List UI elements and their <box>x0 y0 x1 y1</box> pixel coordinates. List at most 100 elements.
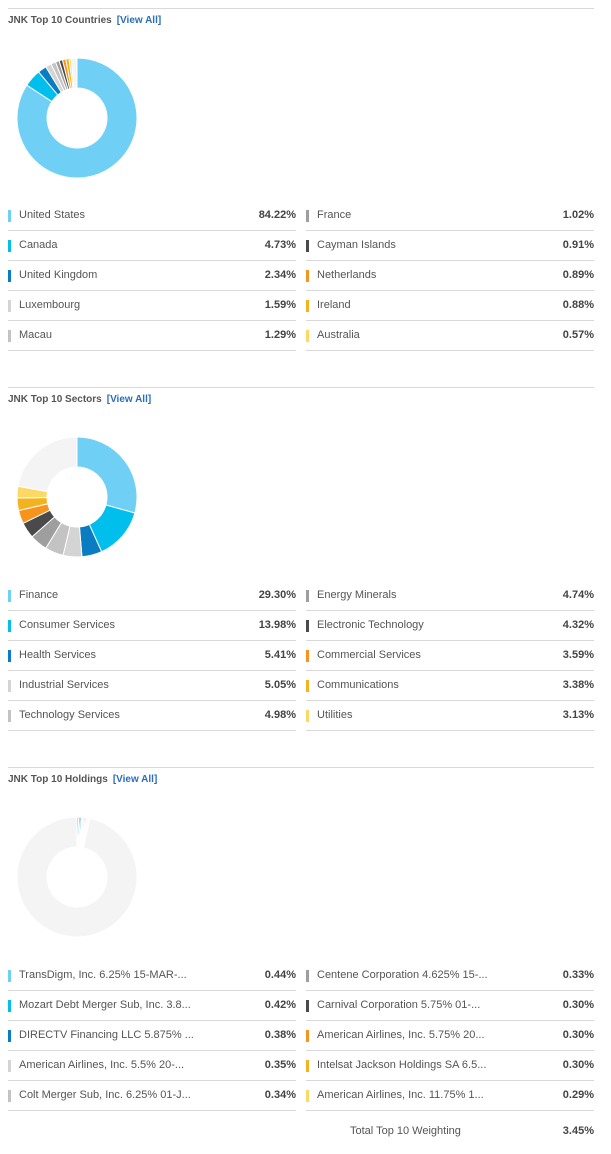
sectors-legend-row: Consumer Services 13.98% <box>8 611 296 641</box>
sectors-view-all-link[interactable]: [View All] <box>106 394 152 405</box>
countries-title: JNK Top 10 Countries <box>8 15 112 26</box>
countries-legend-label: Australia <box>317 329 360 341</box>
sectors-legend-value: 4.74% <box>562 589 594 601</box>
countries-section: JNK Top 10 Countries [View All] United St… <box>8 8 594 369</box>
countries-slice-united-states <box>16 57 138 179</box>
sectors-donut-chart <box>16 436 138 558</box>
holdings-legend-value: 0.38% <box>264 1029 296 1041</box>
countries-legend-value: 0.89% <box>562 269 594 281</box>
countries-legend-value: 1.02% <box>562 209 594 221</box>
sectors-legend-row: Health Services 5.41% <box>8 641 296 671</box>
countries-legend-row: Australia 0.57% <box>306 321 594 351</box>
sectors-legend-value: 3.59% <box>562 649 594 661</box>
sectors-legend-swatch <box>8 710 11 722</box>
sectors-legend-left: Finance 29.30% Consumer Services 13.98% Heal… <box>8 581 296 731</box>
countries-legend-swatch <box>306 270 309 282</box>
countries-legend-value: 2.34% <box>264 269 296 281</box>
countries-legend-label: Canada <box>19 239 58 251</box>
sectors-legend-label: Energy Minerals <box>317 589 397 601</box>
holdings-slice-remainder <box>16 816 138 938</box>
countries-legend-row: United Kingdom 2.34% <box>8 261 296 291</box>
countries-legend-label: Netherlands <box>317 269 377 281</box>
holdings-section: JNK Top 10 Holdings [View All] TransDigm,… <box>8 767 594 1154</box>
sectors-legend-row: Technology Services 4.98% <box>8 701 296 731</box>
sectors-legend-row: Utilities 3.13% <box>306 701 594 731</box>
countries-legend-row: France 1.02% <box>306 201 594 231</box>
countries-legend-label: Cayman Islands <box>317 239 396 251</box>
holdings-legend-label: Intelsat Jackson Holdings SA 6.5... <box>317 1059 487 1071</box>
countries-legend-value: 4.73% <box>264 239 296 251</box>
sectors-legend-swatch <box>306 680 309 692</box>
holdings-header: JNK Top 10 Holdings [View All] <box>8 774 157 785</box>
sectors-legend-right: Energy Minerals 4.74% Electronic Technolog… <box>306 581 594 731</box>
sectors-legend-swatch <box>8 620 11 632</box>
sectors-legend-value: 4.98% <box>264 709 296 721</box>
countries-legend-row: Macau 1.29% <box>8 321 296 351</box>
holdings-donut-chart <box>16 816 138 938</box>
sectors-legend-swatch <box>8 650 11 662</box>
countries-legend-swatch <box>8 270 11 282</box>
holdings-legend-label: American Airlines, Inc. 5.5% 20-... <box>19 1059 185 1071</box>
holdings-legend-value: 0.29% <box>562 1089 594 1101</box>
holdings-legend-value: 0.44% <box>264 969 296 981</box>
holdings-legend-value: 0.30% <box>562 1059 594 1071</box>
holdings-legend-row: Colt Merger Sub, Inc. 6.25% 01-J... 0.34% <box>8 1081 296 1111</box>
sectors-legend-label: Finance <box>19 589 59 601</box>
sectors-slice-remainder <box>17 436 78 493</box>
countries-legend-label: Ireland <box>317 299 351 311</box>
holdings-legend-label: Mozart Debt Merger Sub, Inc. 3.8... <box>19 999 191 1011</box>
countries-legend-swatch <box>306 330 309 342</box>
holdings-legend-label: Carnival Corporation 5.75% 01-... <box>317 999 481 1011</box>
holdings-legend-row: Centene Corporation 4.625% 15-... 0.33% <box>306 961 594 991</box>
sectors-legend-swatch <box>306 620 309 632</box>
countries-legend-value: 0.57% <box>562 329 594 341</box>
countries-legend-row: Netherlands 0.89% <box>306 261 594 291</box>
holdings-legend-label: American Airlines, Inc. 5.75% 20... <box>317 1029 485 1041</box>
holdings-legend-label: DIRECTV Financing LLC 5.875% ... <box>19 1029 194 1041</box>
holdings-legend-label: Colt Merger Sub, Inc. 6.25% 01-J... <box>19 1089 191 1101</box>
sectors-legend-row: Finance 29.30% <box>8 581 296 611</box>
holdings-legend-swatch <box>8 1000 11 1012</box>
countries-legend-label: Macau <box>19 329 53 341</box>
countries-legend-row: Cayman Islands 0.91% <box>306 231 594 261</box>
holdings-legend-label: Centene Corporation 4.625% 15-... <box>317 969 488 981</box>
holdings-legend-row: DIRECTV Financing LLC 5.875% ... 0.38% <box>8 1021 296 1051</box>
sectors-header: JNK Top 10 Sectors [View All] <box>8 394 151 405</box>
countries-view-all-link[interactable]: [View All] <box>116 15 162 26</box>
countries-donut-chart <box>16 57 138 179</box>
holdings-title: JNK Top 10 Holdings <box>8 774 108 785</box>
holdings-legend-value: 0.30% <box>562 999 594 1011</box>
holdings-legend-swatch <box>8 1060 11 1072</box>
holdings-legend-swatch <box>306 1090 309 1102</box>
holdings-legend-right: Centene Corporation 4.625% 15-... 0.33% Ca… <box>306 961 594 1111</box>
sectors-slice-finance <box>76 436 138 514</box>
holdings-legend-swatch <box>306 970 309 982</box>
sectors-legend-label: Communications <box>317 679 399 691</box>
sectors-legend-swatch <box>8 590 11 602</box>
holdings-legend-row: TransDigm, Inc. 6.25% 15-MAR-... 0.44% <box>8 961 296 991</box>
holdings-legend-swatch <box>8 1030 11 1042</box>
countries-legend-swatch <box>8 330 11 342</box>
sectors-legend-value: 4.32% <box>562 619 594 631</box>
countries-legend-swatch <box>306 300 309 312</box>
countries-legend-value: 84.22% <box>258 209 296 221</box>
holdings-legend-row: Carnival Corporation 5.75% 01-... 0.30% <box>306 991 594 1021</box>
sectors-legend-label: Utilities <box>317 709 353 721</box>
countries-legend-swatch <box>306 210 309 222</box>
holdings-legend-value: 0.30% <box>562 1029 594 1041</box>
sectors-legend-row: Energy Minerals 4.74% <box>306 581 594 611</box>
countries-legend-label: United States <box>19 209 86 221</box>
sectors-legend-value: 29.30% <box>258 589 296 601</box>
countries-legend-value: 0.88% <box>562 299 594 311</box>
countries-slice-remainder <box>70 57 78 89</box>
countries-legend-row: United States 84.22% <box>8 201 296 231</box>
countries-legend-label: United Kingdom <box>19 269 98 281</box>
holdings-legend-row: American Airlines, Inc. 5.75% 20... 0.30% <box>306 1021 594 1051</box>
holdings-legend-label: American Airlines, Inc. 11.75% 1... <box>317 1089 484 1101</box>
holdings-total-row: Total Top 10 Weighting 3.45% <box>308 1117 594 1145</box>
holdings-view-all-link[interactable]: [View All] <box>112 774 158 785</box>
countries-legend-row: Ireland 0.88% <box>306 291 594 321</box>
holdings-legend-row: American Airlines, Inc. 11.75% 1... 0.29% <box>306 1081 594 1111</box>
sectors-legend-label: Industrial Services <box>19 679 109 691</box>
countries-header: JNK Top 10 Countries [View All] <box>8 15 161 26</box>
